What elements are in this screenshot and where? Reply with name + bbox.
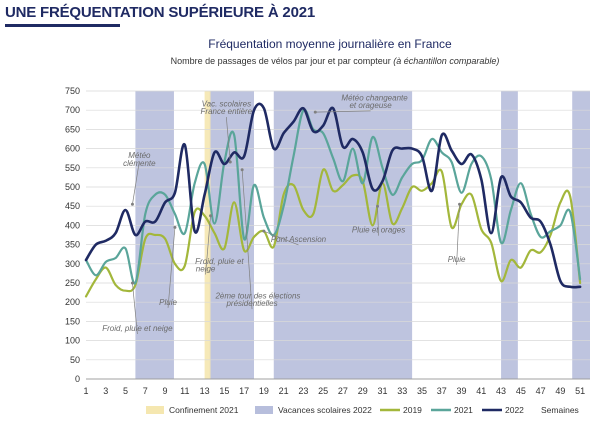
x-tick-label: 45 [516,386,526,396]
x-tick-label: 21 [279,386,289,396]
y-tick-label: 150 [65,316,80,326]
annotation-arrow [315,110,371,113]
y-tick-label: 300 [65,259,80,269]
annotation-arrow [225,117,231,163]
annotation-arrow-head [458,202,462,206]
y-tick-label: 100 [65,336,80,346]
y-tick-label: 450 [65,201,80,211]
y-tick-label: 650 [65,124,80,134]
annotation-arrow [167,227,176,308]
y-tick-label: 0 [75,374,80,384]
legend: Confinement 2021 Vacances scolaires 2022 2… [146,405,579,415]
annotation-arrow-head [313,110,317,114]
x-tick-label: 35 [417,386,427,396]
legend-label: 2021 [454,405,473,415]
x-tick-label: 13 [200,386,210,396]
annotation-arrow-head [376,204,380,208]
x-tick-label: 51 [575,386,585,396]
y-tick-label: 550 [65,163,80,173]
y-tick-label: 500 [65,182,80,192]
title-underline [5,24,120,27]
x-tick-label: 1 [83,386,88,396]
x-tick-label: 15 [219,386,229,396]
series-lines [84,102,582,298]
legend-label: 2022 [505,405,524,415]
x-tick-label: 17 [239,386,249,396]
x-tick-label: 27 [338,386,348,396]
series-line-2022 [84,102,582,289]
gridlines [86,90,590,380]
x-tick-label: 31 [377,386,387,396]
x-tick-label: 39 [457,386,467,396]
x-tick-label: 25 [318,386,328,396]
chart-subtitle: Nombre de passages de vélos par jour et … [100,56,570,66]
annotation-label: Pont Ascension [271,235,327,244]
x-tick-label: 9 [163,386,168,396]
annotation-label: Froid, pluie et [195,257,244,266]
y-tick-label: 600 [65,144,80,154]
annotation-label: France entière [201,107,253,116]
x-tick-label: 11 [180,386,189,396]
x-tick-label: 7 [143,386,148,396]
legend-label: Vacances scolaires 2022 [278,405,372,415]
chart-subtitle-main: Nombre de passages de vélos par jour et … [170,56,391,66]
x-tick-label: 29 [358,386,368,396]
x-tick-label: 5 [123,386,128,396]
band-1-0 [204,91,211,379]
shaded-bands [135,91,590,379]
annotation-arrow-head [262,229,266,233]
annotation-arrow [263,230,299,246]
annotation-arrow-head [130,202,134,206]
annotation-label: 2ème tour des élections [214,291,300,300]
y-tick-label: 350 [65,240,80,250]
annotation-label: clémente [123,159,156,168]
series-line-2019 [84,168,582,298]
annotation-arrow-head [240,168,244,172]
page-title: UNE FRÉQUENTATION SUPÉRIEURE À 2021 [5,4,315,21]
y-tick-label: 700 [65,105,80,115]
x-axis: 1 3 5 7 9 11 13 15 17 19 21 23 25 27 29 31 33 35 37 39 41 43 4… [83,386,585,396]
annotation-arrow-head [173,225,177,229]
y-tick-label: 750 [65,86,80,96]
chart-subtitle-note: (à échantillon comparable) [393,56,500,66]
annotation-label: Froid, pluie et neige [102,324,173,333]
annotation-arrow [132,161,140,205]
annotation-label: Météo [128,151,151,160]
annotation-arrow [377,206,379,236]
x-tick-label: 43 [496,386,506,396]
x-tick-label: 33 [397,386,407,396]
annotation-label: et orageuse [349,101,392,110]
x-tick-label: 41 [476,386,486,396]
annotation-label: Météo changeante [341,94,408,103]
legend-swatch [146,406,164,414]
annotation-arrow [456,204,460,265]
legend-label: Confinement 2021 [169,405,239,415]
y-tick-label: 50 [70,355,80,365]
y-tick-label: 200 [65,297,80,307]
legend-swatch [255,406,273,414]
x-tick-label: 3 [103,386,108,396]
legend-label: 2019 [403,405,422,415]
x-tick-label: 19 [259,386,269,396]
band-0-3 [501,91,518,379]
annotation-arrow [241,169,253,310]
chart-title: Fréquentation moyenne journalière en Fra… [208,37,452,51]
x-tick-label: 47 [536,386,546,396]
y-tick-label: 400 [65,220,80,230]
annotation-label: Vac. scolaires [202,99,252,108]
annotation-arrow [205,215,211,275]
x-axis-title: Semaines [541,405,579,415]
y-tick-label: 250 [65,278,80,288]
y-axis: 0 50 100 150 200 250 300 350 400 450 500 550 600 650 7… [65,86,80,384]
annotation-arrow [132,282,138,335]
annotation-arrow-head [228,160,232,164]
band-0-4 [572,91,590,379]
x-tick-label: 37 [437,386,447,396]
x-tick-label: 23 [298,386,308,396]
annotation-arrow-head [130,281,134,285]
x-tick-label: 49 [555,386,565,396]
annotation-arrow-head [209,214,213,218]
